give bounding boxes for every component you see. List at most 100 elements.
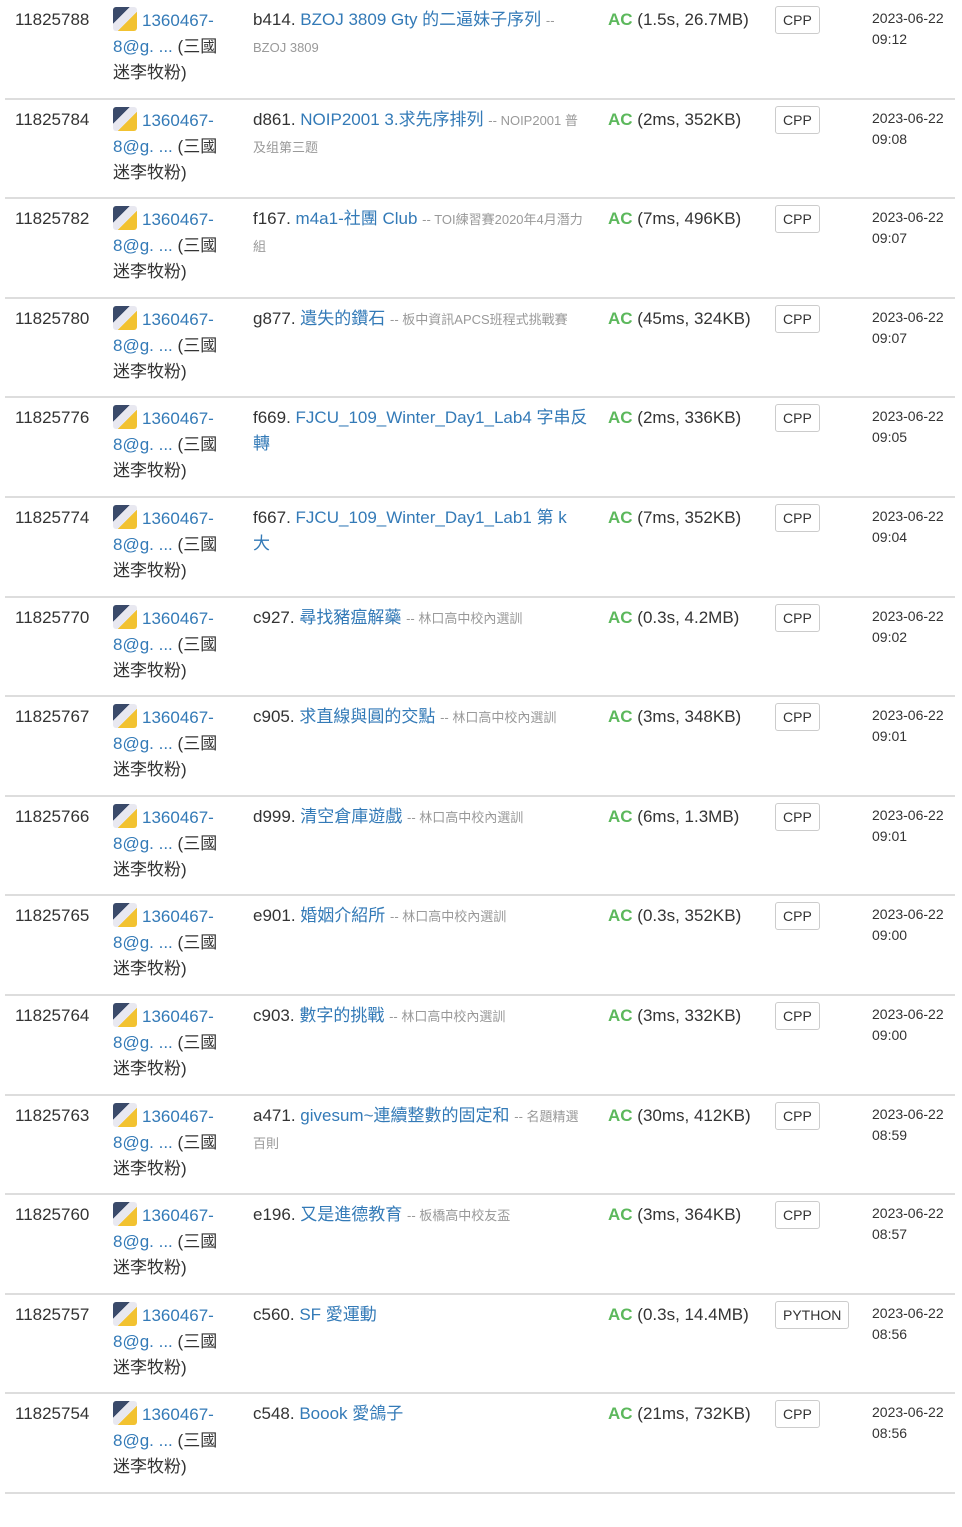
user-link[interactable]: 1360467-8@g. ... (113, 907, 214, 953)
user-link[interactable]: 1360467-8@g. ... (113, 608, 214, 654)
user-cell: 1360467-8@g. ... (三國迷李牧粉) (113, 803, 228, 883)
status-badge[interactable]: AC (608, 507, 633, 527)
submission-id[interactable]: 11825782 (15, 209, 90, 229)
user-link[interactable]: 1360467-8@g. ... (113, 110, 214, 156)
user-link[interactable]: 1360467-8@g. ... (113, 210, 214, 256)
submission-id[interactable]: 11825766 (15, 806, 90, 826)
result-detail: (45ms, 324KB) (637, 308, 751, 328)
problem-link[interactable]: 又是進德教育 (300, 1205, 403, 1225)
language-button[interactable]: CPP (775, 205, 820, 234)
language-button[interactable]: CPP (775, 1001, 820, 1030)
status-badge[interactable]: AC (608, 1005, 633, 1025)
submission-id[interactable]: 11825760 (15, 1205, 90, 1225)
problem-link[interactable]: 尋找豬瘟解藥 (299, 607, 402, 627)
language-button[interactable]: CPP (775, 703, 820, 732)
table-row: 11825760 1360467-8@g. ... (三國迷李牧粉) e196.… (5, 1195, 955, 1295)
language-button[interactable]: CPP (775, 1400, 820, 1429)
problem-cell: c905. 求直線與圓的交點 -- 林口高中校內選訓 (253, 704, 588, 731)
language-button[interactable]: PYTHON (775, 1300, 850, 1329)
status-badge[interactable]: AC (608, 308, 633, 328)
language-button[interactable]: CPP (775, 105, 820, 134)
result-detail: (7ms, 352KB) (637, 507, 742, 527)
submission-id[interactable]: 11825765 (15, 906, 90, 926)
submission-id[interactable]: 11825776 (15, 408, 90, 428)
avatar (113, 206, 137, 231)
status-badge[interactable]: AC (608, 607, 633, 627)
language-button[interactable]: CPP (775, 1101, 820, 1130)
problem-link[interactable]: 遺失的鑽石 (300, 308, 386, 328)
submission-id[interactable]: 11825770 (15, 607, 90, 627)
problem-link[interactable]: BZOJ 3809 Gty 的二逼妹子序列 (300, 10, 542, 29)
user-link[interactable]: 1360467-8@g. ... (113, 409, 214, 455)
submission-id[interactable]: 11825784 (15, 109, 90, 129)
problem-link[interactable]: FJCU_109_Winter_Day1_Lab4 字串反轉 (253, 408, 588, 454)
language-button[interactable]: CPP (775, 6, 820, 34)
submission-id[interactable]: 11825754 (15, 1404, 90, 1424)
problem-link[interactable]: NOIP2001 3.求先序排列 (300, 109, 484, 129)
status-badge[interactable]: AC (608, 1105, 633, 1125)
submission-time: 2023-06-22 09:07 (872, 308, 944, 346)
status-badge[interactable]: AC (608, 408, 633, 428)
problem-link[interactable]: 求直線與圓的交點 (299, 707, 436, 727)
avatar (113, 305, 137, 330)
status-badge[interactable]: AC (608, 906, 633, 926)
submission-id[interactable]: 11825764 (15, 1005, 90, 1025)
language-button[interactable]: CPP (775, 603, 820, 632)
language-button[interactable]: CPP (775, 404, 820, 433)
submission-id[interactable]: 11825774 (15, 507, 90, 527)
user-link[interactable]: 1360467-8@g. ... (113, 1405, 214, 1451)
user-link[interactable]: 1360467-8@g. ... (113, 11, 214, 56)
status-badge[interactable]: AC (608, 109, 633, 129)
problem-link[interactable]: 婚姻介紹所 (300, 906, 386, 926)
user-link[interactable]: 1360467-8@g. ... (113, 1006, 214, 1052)
user-link[interactable]: 1360467-8@g. ... (113, 708, 214, 754)
problem-source: -- 名題精選百則 (253, 1108, 579, 1151)
submission-id[interactable]: 11825780 (15, 308, 90, 328)
problem-link[interactable]: SF 愛運動 (299, 1304, 377, 1324)
status-badge[interactable]: AC (608, 1304, 633, 1324)
problem-link[interactable]: Boook 愛鴿子 (299, 1404, 404, 1424)
problem-link[interactable]: 清空倉庫遊戲 (300, 806, 403, 826)
status-badge[interactable]: AC (608, 10, 633, 29)
problem-source: -- 板橋高中校友盃 (407, 1208, 511, 1224)
status-badge[interactable]: AC (608, 1404, 633, 1424)
result-cell: AC (3ms, 364KB) (608, 1202, 763, 1228)
problem-source: -- 林口高中校內選訓 (389, 1008, 506, 1024)
status-badge[interactable]: AC (608, 1205, 633, 1225)
language-button[interactable]: CPP (775, 503, 820, 532)
problem-id: f167. (253, 209, 291, 229)
user-link[interactable]: 1360467-8@g. ... (113, 309, 214, 355)
problem-cell: a471. givesum~連續整數的固定和 -- 名題精選百則 (253, 1103, 588, 1157)
status-badge[interactable]: AC (608, 806, 633, 826)
submission-id[interactable]: 11825757 (15, 1304, 90, 1324)
user-link[interactable]: 1360467-8@g. ... (113, 1206, 214, 1252)
submission-time: 2023-06-22 09:07 (872, 209, 944, 247)
submission-id[interactable]: 11825763 (15, 1105, 90, 1125)
problem-link[interactable]: givesum~連續整數的固定和 (300, 1105, 510, 1125)
user-link[interactable]: 1360467-8@g. ... (113, 807, 214, 853)
language-button[interactable]: CPP (775, 902, 820, 931)
user-cell: 1360467-8@g. ... (三國迷李牧粉) (113, 1401, 228, 1480)
problem-link[interactable]: 數字的挑戰 (299, 1005, 385, 1025)
status-badge[interactable]: AC (608, 707, 633, 727)
language-button[interactable]: CPP (775, 304, 820, 333)
submission-id[interactable]: 11825767 (15, 707, 90, 727)
language-button[interactable]: CPP (775, 1201, 820, 1230)
problem-link[interactable]: m4a1-社團 Club (295, 209, 418, 229)
user-link[interactable]: 1360467-8@g. ... (113, 1305, 214, 1351)
user-link[interactable]: 1360467-8@g. ... (113, 1106, 214, 1152)
result-cell: AC (3ms, 332KB) (608, 1003, 763, 1029)
result-cell: AC (0.3s, 352KB) (608, 903, 763, 929)
table-row: 11825774 1360467-8@g. ... (三國迷李牧粉) f667.… (5, 498, 955, 598)
user-nickname: (三國迷李牧粉) (113, 833, 218, 879)
problem-cell: c548. Boook 愛鴿子 (253, 1401, 588, 1428)
avatar (113, 7, 137, 31)
user-link[interactable]: 1360467-8@g. ... (113, 508, 214, 554)
submission-id[interactable]: 11825788 (15, 10, 90, 29)
table-row: 11825754 1360467-8@g. ... (三國迷李牧粉) c548.… (5, 1394, 955, 1494)
problem-link[interactable]: FJCU_109_Winter_Day1_Lab1 第 k 大 (253, 507, 567, 553)
status-badge[interactable]: AC (608, 209, 633, 229)
language-button[interactable]: CPP (775, 802, 820, 831)
submission-time: 2023-06-22 09:04 (872, 507, 944, 545)
table-row: 11825764 1360467-8@g. ... (三國迷李牧粉) c903.… (5, 996, 955, 1096)
